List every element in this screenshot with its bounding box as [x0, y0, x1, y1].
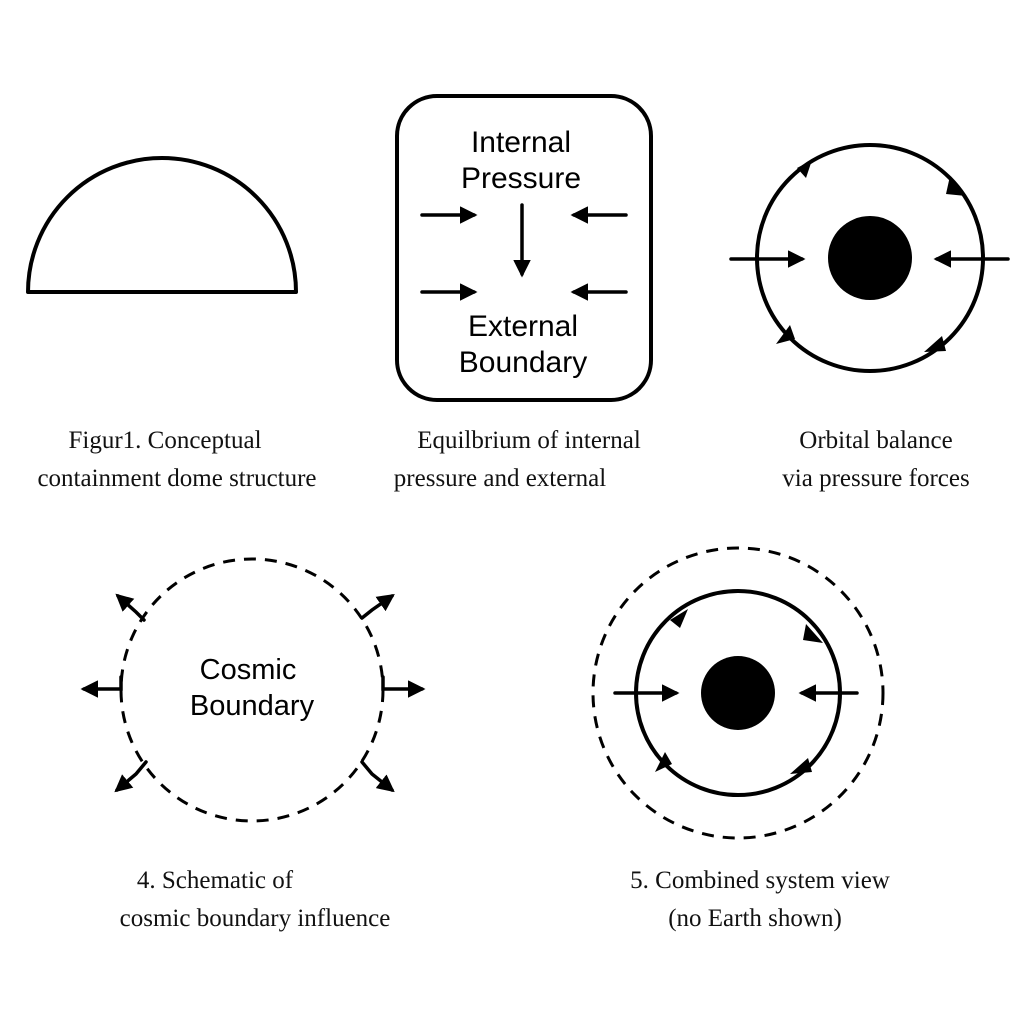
containment-dome [26, 156, 298, 294]
outward-arrow-icon [114, 760, 148, 793]
panel1-caption-line1: Figur1. Conceptual [68, 427, 262, 454]
panel5-caption: 5. Combined system view (no Earth shown) [590, 862, 930, 938]
central-body [701, 656, 775, 730]
panel5-caption-line2: (no Earth shown) [668, 905, 842, 932]
external-boundary-label-line2: Boundary [459, 346, 587, 379]
panel5-caption-line1: 5. Combined system view [630, 867, 890, 894]
panel1-caption: Figur1. Conceptual containment dome stru… [0, 422, 330, 498]
panel3-caption-line2: via pressure forces [782, 465, 970, 492]
panel2-caption-line1: Equilbrium of internal [417, 427, 641, 454]
panel3-caption-line1: Orbital balance [799, 427, 953, 454]
orbit-arrow-icon [790, 758, 812, 774]
cosmic-boundary: Cosmic Boundary [80, 557, 426, 823]
orbit-arrow-icon [655, 752, 672, 772]
outward-arrow-icon [80, 675, 123, 698]
outward-arrow-icon [360, 760, 395, 793]
pressure-box: Internal Pressure External Boundary [395, 94, 653, 402]
panel2-caption-line2: pressure and external [393, 465, 607, 492]
panel4-caption: 4. Schematic of cosmic boundary influenc… [70, 862, 440, 938]
orbit-arrow-icon [803, 624, 823, 643]
orbit-arrow-icon [670, 609, 688, 628]
internal-pressure-label-line2: Pressure [461, 162, 581, 195]
orbit-arrow-icon [797, 160, 812, 178]
panel4-caption-line1: 4. Schematic of [136, 867, 294, 894]
outward-arrow-icon [115, 593, 146, 622]
outward-arrow-icon [381, 675, 426, 698]
cosmic-boundary-label-line2: Boundary [190, 690, 315, 722]
panel1-caption-line2: containment dome structure [37, 465, 317, 492]
external-boundary-label-line1: External [468, 310, 578, 343]
panel4-caption-line2: cosmic boundary influence [119, 905, 391, 932]
orbit-arrow-icon [946, 176, 966, 196]
cosmic-boundary-label-line1: Cosmic [200, 654, 297, 686]
internal-pressure-label-line1: Internal [471, 126, 571, 159]
outward-arrow-icon [360, 593, 395, 620]
orbit-arrow-icon [924, 336, 946, 352]
orbital-balance [729, 143, 1010, 373]
combined-system [591, 546, 885, 840]
orbit-arrow-icon [776, 325, 795, 344]
panel3-caption: Orbital balance via pressure forces [748, 422, 1004, 498]
panel2-caption: Equilbrium of internal pressure and exte… [372, 422, 672, 498]
central-body [828, 216, 912, 300]
